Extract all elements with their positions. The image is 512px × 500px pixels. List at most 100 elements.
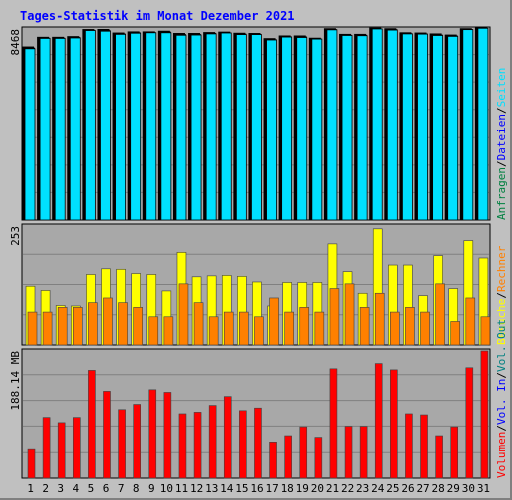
bar-rechner — [405, 307, 415, 346]
bar-volumen — [27, 448, 36, 479]
bar-seiten — [69, 37, 81, 221]
bar-volumen — [435, 435, 443, 479]
bar-rechner — [359, 307, 370, 346]
legend-entry: Seiten — [495, 68, 508, 108]
x-tick-label: 28 — [432, 482, 445, 495]
bar-volumen — [314, 437, 323, 479]
y-max-label-middle: 253 — [9, 226, 22, 246]
x-tick-label: 14 — [220, 482, 234, 495]
bar-rechner — [223, 311, 234, 346]
bar-rechner — [435, 283, 445, 346]
bar-seiten — [296, 37, 308, 221]
bar-rechner — [420, 311, 430, 346]
bar-seiten — [190, 34, 202, 221]
bar-volumen — [118, 409, 126, 479]
x-tick-label: 18 — [281, 482, 294, 495]
bar-volumen — [405, 413, 413, 479]
bar-seiten — [54, 38, 66, 221]
bar-volumen — [344, 426, 353, 479]
bar-seiten — [356, 35, 368, 221]
bar-volumen — [239, 410, 247, 479]
bar-seiten — [220, 32, 232, 221]
x-tick-label: 16 — [250, 482, 263, 495]
legend-entry: Vol. Out — [495, 319, 508, 372]
legend-entry: Rechner — [495, 245, 508, 292]
x-tick-label: 30 — [462, 482, 475, 495]
bar-volumen — [450, 426, 459, 479]
bar-volumen — [390, 369, 398, 479]
x-tick-label: 24 — [371, 482, 385, 495]
bar-rechner — [465, 297, 476, 346]
bar-seiten — [386, 29, 398, 221]
y-max-label-top: 8468 — [9, 29, 22, 56]
bar-seiten — [145, 32, 157, 221]
x-tick-label: 20 — [311, 482, 324, 495]
bar-seiten — [266, 39, 277, 221]
bar-seiten — [175, 34, 187, 221]
bar-seiten — [417, 33, 428, 221]
chart-title: Tages-Statistik im Monat Dezember 2021 — [20, 9, 295, 23]
bar-seiten — [160, 32, 172, 221]
legend-entry: Dateien — [495, 114, 508, 160]
bar-volumen — [163, 392, 172, 479]
legend-entry: Anfragen — [495, 167, 508, 220]
x-tick-label: 19 — [296, 482, 309, 495]
bar-seiten — [447, 35, 459, 221]
x-tick-label: 3 — [57, 482, 64, 495]
x-tick-label: 8 — [133, 482, 140, 495]
bar-seiten — [205, 33, 217, 221]
bar-rechner — [344, 283, 355, 346]
bar-volumen — [133, 404, 141, 479]
bar-seiten — [24, 48, 36, 221]
x-tick-label: 13 — [205, 482, 218, 495]
bar-rechner — [118, 302, 128, 346]
bar-volumen — [178, 413, 187, 479]
bar-seiten — [130, 32, 142, 221]
legend-bottom: Volumen/Vol. In/Vol. Out — [495, 319, 508, 478]
bar-volumen — [465, 367, 474, 479]
bar-seiten — [39, 38, 51, 221]
bar-volumen — [269, 442, 277, 479]
x-tick-label: 6 — [103, 482, 110, 495]
x-tick-label: 4 — [73, 482, 80, 495]
bar-rechner — [27, 311, 38, 346]
x-tick-label: 2 — [42, 482, 49, 495]
bar-volumen — [254, 407, 262, 479]
bar-volumen — [420, 414, 428, 479]
bar-seiten — [341, 35, 353, 221]
x-tick-label: 15 — [235, 482, 248, 495]
bar-rechner — [390, 311, 400, 346]
bar-seiten — [462, 29, 474, 221]
bar-volumen — [208, 405, 217, 479]
bar-rechner — [133, 307, 143, 346]
y-max-label-bottom: 188.14 MB — [9, 351, 22, 411]
x-tick-label: 5 — [88, 482, 95, 495]
bar-volumen — [193, 412, 202, 479]
bar-rechner — [208, 316, 219, 346]
x-tick-label: 12 — [190, 482, 203, 495]
bar-seiten — [311, 38, 323, 221]
x-tick-label: 26 — [401, 482, 414, 495]
x-tick-label: 21 — [326, 482, 339, 495]
bar-rechner — [178, 283, 189, 346]
legend-top: Anfragen/Dateien/Seiten — [495, 68, 508, 220]
bar-seiten — [235, 34, 247, 221]
bar-rechner — [42, 311, 53, 346]
bar-rechner — [284, 311, 294, 346]
bar-volumen — [103, 391, 111, 479]
bar-volumen — [374, 363, 383, 479]
bar-rechner — [374, 292, 385, 346]
bar-rechner — [299, 307, 310, 346]
x-tick-label: 10 — [160, 482, 173, 495]
bar-rechner — [329, 288, 340, 346]
bar-seiten — [326, 29, 338, 221]
bar-seiten — [100, 30, 111, 221]
bar-seiten — [251, 34, 262, 221]
bar-rechner — [148, 316, 159, 346]
x-tick-label: 29 — [447, 482, 460, 495]
bar-rechner — [57, 307, 68, 346]
legend-entry: / — [495, 292, 508, 299]
bar-rechner — [193, 302, 204, 346]
bar-volumen — [299, 426, 308, 479]
